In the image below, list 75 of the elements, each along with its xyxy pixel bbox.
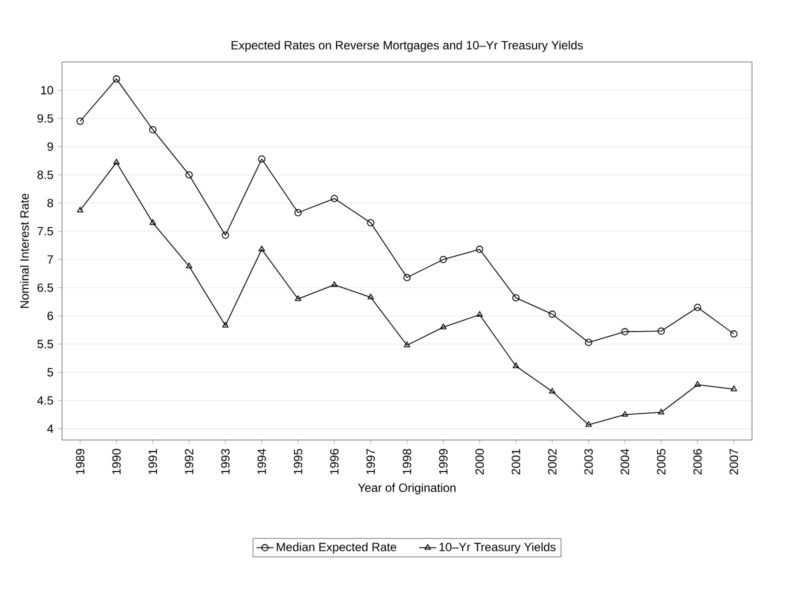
y-tick-label: 5.5	[37, 340, 54, 348]
point	[258, 155, 266, 163]
x-tick-label: 1993	[221, 448, 230, 474]
x-tick-label: 2007	[730, 449, 738, 474]
point	[331, 281, 338, 287]
point	[694, 381, 701, 387]
point	[112, 75, 120, 83]
point	[622, 410, 628, 417]
x-axis-title: Year of Origination	[358, 483, 456, 494]
point	[658, 408, 664, 414]
point	[294, 295, 302, 301]
point	[512, 294, 520, 302]
x-tick-label: 2000	[475, 448, 484, 474]
point	[185, 171, 193, 178]
point	[403, 274, 411, 282]
y-tick-label: 4	[47, 424, 54, 433]
y-axis-title: Nominal Interest Rate	[20, 194, 29, 308]
y-tick-label: 4.5	[37, 396, 54, 405]
point	[549, 388, 556, 394]
point	[222, 322, 229, 328]
point	[367, 294, 374, 300]
point	[76, 118, 84, 125]
point	[512, 362, 520, 368]
point	[186, 262, 192, 268]
y-tick-label: 9.5	[38, 114, 54, 123]
x-tick-label: 1998	[402, 448, 412, 474]
x-tick-label: 2004	[620, 448, 630, 474]
point	[440, 256, 447, 264]
x-tick-label: 2003	[584, 448, 593, 474]
y-tick-label: 9	[47, 142, 53, 151]
x-tick-label: 1994	[258, 448, 266, 474]
y-tick-label: 6.5	[38, 283, 54, 292]
x-tick-label: 1990	[112, 448, 121, 474]
x-tick-label: 2002	[548, 449, 556, 474]
point	[367, 219, 374, 226]
y-tick-label: 10	[41, 86, 54, 94]
x-tick-label: 1991	[148, 449, 158, 474]
x-tick-label: 2006	[693, 448, 702, 474]
point	[258, 246, 265, 252]
x-tick-label: 1999	[439, 449, 448, 474]
x-tick-label: 1992	[184, 449, 194, 474]
legend-label: Median Expected Rate	[276, 542, 396, 554]
point	[149, 126, 156, 134]
point	[476, 246, 484, 253]
point	[585, 421, 592, 427]
y-tick-label: 7.5	[38, 227, 54, 236]
point	[440, 324, 447, 330]
y-tick-label: 8.5	[37, 170, 54, 180]
point	[694, 304, 702, 312]
y-tick-label: 6	[48, 312, 54, 320]
x-tick-label: 1996	[330, 448, 339, 474]
point	[476, 311, 483, 317]
point	[76, 206, 84, 212]
y-tick-label: 5	[47, 368, 54, 376]
legend-label: 10–Yr Treasury Yields	[440, 542, 556, 554]
point	[113, 158, 120, 164]
point	[730, 330, 738, 338]
point	[294, 209, 302, 216]
point	[404, 342, 410, 348]
point	[658, 327, 665, 335]
x-tick-label: 1995	[294, 448, 302, 474]
point	[621, 328, 629, 336]
x-tick-label: 2001	[512, 449, 520, 474]
x-tick-label: 2005	[656, 448, 666, 474]
point	[730, 386, 738, 392]
point	[222, 232, 230, 239]
x-tick-label: 1997	[366, 449, 375, 474]
y-tick-label: 7	[48, 255, 53, 264]
x-tick-label: 1989	[76, 449, 84, 474]
point	[150, 219, 156, 225]
point	[584, 338, 592, 346]
point	[548, 310, 556, 318]
y-tick-label: 8	[47, 198, 54, 208]
chart-title: Expected Rates on Reverse Mortgages and 10–Yr Treasury Yields	[232, 40, 583, 52]
point	[330, 194, 338, 202]
